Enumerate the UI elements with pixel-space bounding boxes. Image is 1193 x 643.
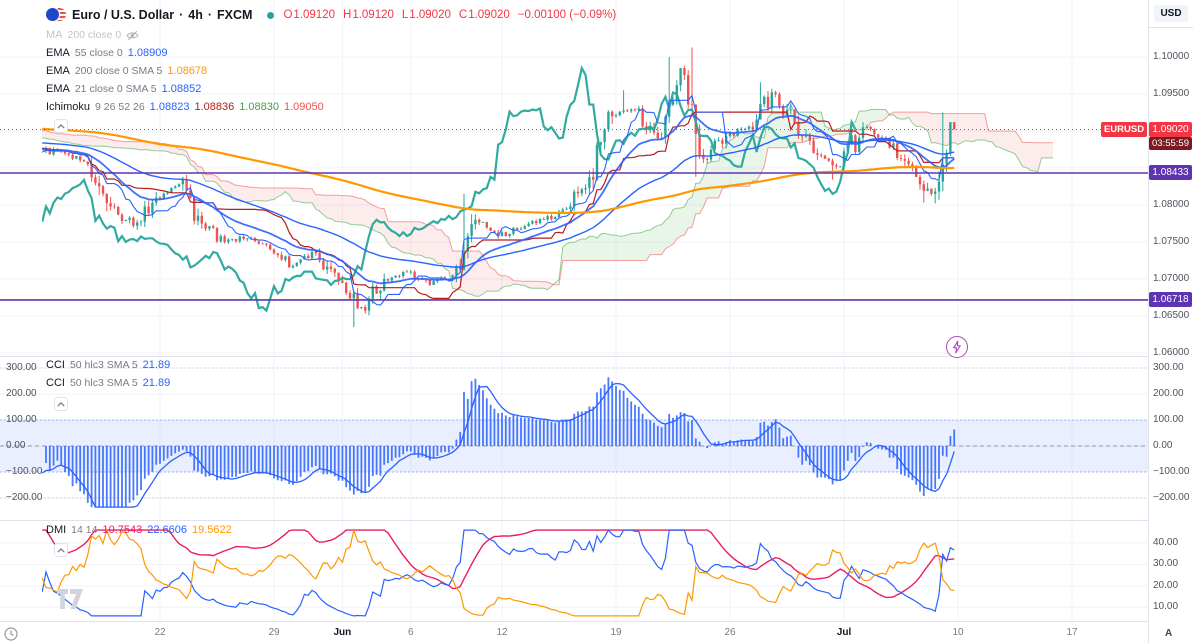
tradingview-logo (56, 588, 84, 613)
eurusd-pair-icon (46, 8, 67, 22)
time-axis-label: 29 (268, 627, 280, 638)
legend-dmi[interactable]: DMI 14 14 10.7543 22.6606 19.5622 (46, 524, 232, 536)
time-axis-label: 19 (610, 627, 622, 638)
legend-cci-1[interactable]: CCI 50 hlc3 SMA 5 21.89 (46, 359, 171, 371)
time-axis-label: 12 (496, 627, 508, 638)
lightning-icon (953, 340, 961, 354)
time-axis-label: 17 (1066, 627, 1078, 638)
eye-hidden-icon[interactable] (126, 30, 139, 41)
price-axis-label: 1.08000 (1153, 199, 1190, 210)
cci-axis-label: −100.00 (1153, 466, 1190, 477)
time-axis-label: 26 (724, 627, 736, 638)
change-value: −0.00100 (−0.09%) (517, 9, 617, 21)
level-price-badge: 1.06718 (1149, 292, 1192, 308)
price-axis[interactable]: USD A 1.10000 1.09500 1.08000 1.07500 1.0700… (1148, 0, 1193, 643)
last-price-badge: 1.09020 (1149, 122, 1192, 138)
clock-icon[interactable] (4, 627, 18, 643)
time-axis-label: 10 (952, 627, 964, 638)
title-separator: · (179, 8, 184, 22)
cci-left-axis-label: −100.00 (6, 466, 43, 477)
auto-scale-label[interactable]: A (1165, 628, 1173, 639)
cci-axis-label: 200.00 (1153, 388, 1184, 399)
legend-ema-55[interactable]: EMA 55 close 0 1.08909 (46, 47, 168, 59)
cci-left-axis-label: 300.00 (6, 362, 37, 373)
cci-left-axis-label: 200.00 (6, 388, 37, 399)
price-axis-label: 1.07000 (1153, 273, 1190, 284)
price-axis-label: 1.07500 (1153, 236, 1190, 247)
legend-ma-200[interactable]: MA 200 close 0 (46, 27, 616, 43)
symbol-title[interactable]: Euro / U.S. Dollar (72, 8, 175, 22)
title-separator: · (207, 8, 213, 22)
bar-countdown-badge: 03:55:59 (1149, 137, 1192, 151)
axis-divider (1149, 27, 1193, 28)
legend-ema-200[interactable]: EMA 200 close 0 SMA 5 1.08678 (46, 65, 208, 77)
main-pane-legend: Euro / U.S. Dollar · 4h · FXCM O1.09120 … (46, 5, 616, 115)
ohlc-readout: O1.09120 H1.09120 L1.09020 C1.09020 −0.0… (283, 9, 616, 21)
dmi-axis-label: 30.00 (1153, 558, 1179, 570)
exchange-label[interactable]: FXCM (217, 8, 253, 22)
dmi-axis-label: 20.00 (1153, 579, 1179, 591)
low-value: L1.09020 (401, 9, 451, 21)
price-axis-label: 1.09500 (1153, 88, 1190, 99)
cci-axis-label: 300.00 (1153, 362, 1184, 373)
symbol-price-tag: EURUSD (1101, 122, 1147, 138)
cci-pane-collapse-button[interactable] (54, 397, 68, 411)
time-axis-label: 6 (408, 627, 414, 638)
dmi-axis-label: 40.00 (1153, 537, 1179, 548)
legend-ichimoku[interactable]: Ichimoku 9 26 52 26 1.08823 1.08836 1.08… (46, 101, 324, 113)
pane-separator[interactable] (0, 356, 1193, 357)
price-axis-label: 1.10000 (1153, 51, 1190, 62)
legend-ema-21[interactable]: EMA 21 close 0 SMA 5 1.08852 (46, 83, 202, 95)
legend-cci-2[interactable]: CCI 50 hlc3 SMA 5 21.89 (46, 377, 171, 389)
time-axis-separator (0, 621, 1193, 622)
open-value: O1.09120 (283, 9, 335, 21)
close-value: C1.09020 (458, 9, 510, 21)
price-axis-label: 1.06000 (1153, 347, 1190, 358)
dmi-pane-legend: DMI 14 14 10.7543 22.6606 19.5622 (46, 522, 232, 538)
market-status-dot (267, 11, 275, 19)
level-price-badge: 1.08433 (1149, 165, 1192, 181)
lightning-trade-button[interactable] (946, 336, 968, 358)
main-pane-collapse-button[interactable] (54, 119, 68, 133)
cci-axis-label: −200.00 (1153, 492, 1190, 503)
price-axis-label: 1.06500 (1153, 310, 1190, 321)
cci-axis-label: 0.00 (1153, 440, 1173, 451)
time-axis-label: 22 (154, 627, 166, 638)
symbol-row[interactable]: Euro / U.S. Dollar · 4h · FXCM O1.09120 … (46, 5, 616, 25)
currency-toggle-button[interactable]: USD (1154, 5, 1188, 22)
chevron-up-icon (57, 401, 65, 407)
high-value: H1.09120 (343, 9, 394, 21)
cci-pane-legend: CCI 50 hlc3 SMA 5 21.89 CCI 50 hlc3 SMA … (46, 357, 170, 391)
time-axis[interactable]: 22 29 Jun 6 12 19 26 Jul 10 17 (0, 622, 1148, 643)
time-axis-label: Jul (836, 627, 852, 638)
dmi-axis-label: 10.00 (1153, 601, 1179, 613)
interval-label[interactable]: 4h (188, 8, 203, 22)
time-axis-label: Jun (333, 627, 352, 638)
cci-left-axis-label: 0.00 (6, 440, 26, 451)
chevron-up-icon (57, 123, 65, 129)
cci-left-axis-label: −200.00 (6, 492, 43, 503)
cci-axis-label: 100.00 (1153, 414, 1184, 425)
pane-separator[interactable] (0, 520, 1193, 521)
cci-left-axis-label: 100.00 (6, 414, 37, 425)
chart-canvas[interactable] (0, 0, 1148, 621)
dmi-pane-collapse-button[interactable] (54, 543, 68, 557)
chevron-up-icon (57, 547, 65, 553)
